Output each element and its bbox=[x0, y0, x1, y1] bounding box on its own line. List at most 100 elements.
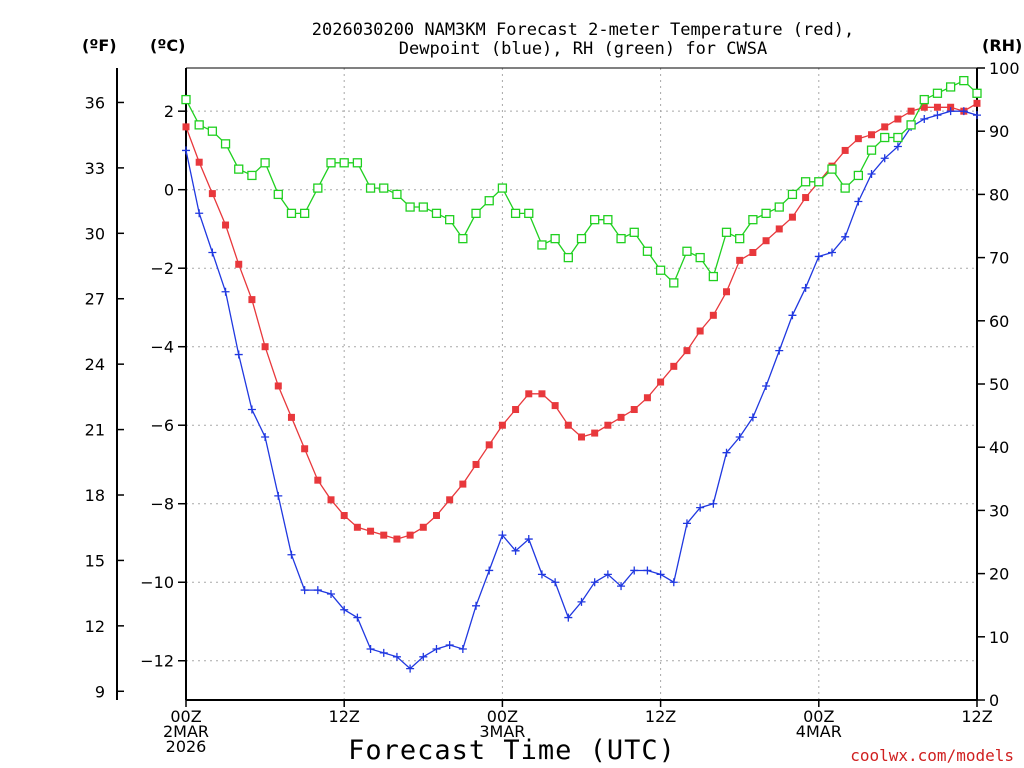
dewpoint-point bbox=[656, 570, 665, 579]
rh-unit-label: (RH) bbox=[982, 36, 1022, 55]
rh-point bbox=[431, 208, 442, 219]
dewpoint-point bbox=[682, 519, 691, 528]
celsius-tick-label: −2 bbox=[150, 259, 174, 278]
dewpoint-point bbox=[208, 248, 217, 257]
dewpoint-point bbox=[748, 413, 757, 422]
fahrenheit-tick-label: 33 bbox=[85, 159, 105, 178]
fahrenheit-unit-label: (ºF) bbox=[82, 36, 117, 55]
x-tick-label: 12Z bbox=[329, 707, 360, 726]
temperature-point bbox=[208, 190, 216, 198]
temperature-point bbox=[419, 523, 427, 531]
rh-tick-label: 20 bbox=[989, 565, 1009, 584]
temperature-point bbox=[933, 103, 941, 111]
dewpoint-point bbox=[933, 111, 942, 120]
rh-point bbox=[959, 75, 969, 86]
rh-point bbox=[893, 132, 903, 143]
dewpoint-point bbox=[827, 248, 836, 257]
rh-point bbox=[945, 82, 956, 92]
temperature-point bbox=[723, 288, 731, 296]
dewpoint-point bbox=[485, 566, 494, 575]
rh-point bbox=[484, 196, 494, 206]
dewpoint-point bbox=[458, 644, 467, 653]
temperature-point bbox=[907, 107, 915, 115]
celsius-unit-label: (ºC) bbox=[150, 36, 185, 55]
rh-point bbox=[735, 233, 745, 244]
temperature-point bbox=[327, 496, 335, 504]
x-tick-label: 3MAR bbox=[479, 722, 525, 741]
dewpoint-point bbox=[419, 652, 428, 661]
rh-point bbox=[234, 164, 244, 174]
credit-text: coolwx.com/models bbox=[850, 746, 1014, 765]
dewpoint-point bbox=[920, 115, 929, 124]
dewpoint-point bbox=[880, 154, 889, 163]
dewpoint-point bbox=[577, 597, 586, 606]
temperature-point bbox=[683, 347, 691, 355]
rh-point bbox=[418, 202, 428, 212]
rh-point bbox=[603, 215, 613, 225]
dewpoint-point bbox=[722, 448, 731, 457]
temperature-point bbox=[485, 441, 493, 449]
x-tick-label: 12Z bbox=[961, 707, 992, 726]
fahrenheit-tick-label: 12 bbox=[85, 617, 105, 636]
x-tick-label: 00Z bbox=[803, 707, 834, 726]
rh-point bbox=[458, 233, 468, 244]
rh-tick-label: 70 bbox=[989, 249, 1009, 268]
celsius-tick-label: −6 bbox=[150, 416, 174, 435]
rh-point bbox=[774, 202, 784, 212]
temperature-point bbox=[432, 512, 440, 520]
series-line-2-meter-temperature bbox=[185, 102, 978, 540]
dewpoint-point bbox=[182, 146, 190, 155]
rh-point bbox=[695, 252, 705, 263]
dewpoint-point bbox=[327, 590, 336, 599]
rh-point bbox=[787, 189, 798, 200]
rh-point bbox=[220, 139, 231, 149]
fahrenheit-tick-label: 15 bbox=[85, 551, 105, 570]
fahrenheit-tick-label: 27 bbox=[85, 290, 105, 309]
dewpoint-point bbox=[445, 641, 454, 650]
celsius-tick-label: 2 bbox=[164, 102, 174, 121]
rh-point bbox=[352, 158, 363, 168]
dewpoint-point bbox=[801, 283, 810, 292]
rh-point bbox=[853, 170, 863, 181]
rh-point bbox=[445, 215, 455, 225]
temperature-point bbox=[525, 390, 533, 398]
temperature-point bbox=[709, 311, 717, 319]
temperature-point bbox=[512, 406, 520, 414]
temperature-point bbox=[353, 523, 361, 531]
rh-tick-label: 30 bbox=[989, 501, 1009, 520]
temperature-point bbox=[657, 378, 665, 386]
dewpoint-point bbox=[590, 578, 599, 587]
rh-point bbox=[932, 88, 943, 98]
temperature-point bbox=[591, 429, 599, 437]
fahrenheit-tick-label: 21 bbox=[85, 421, 105, 440]
temperature-point bbox=[235, 260, 243, 268]
temperature-point bbox=[261, 343, 269, 351]
dewpoint-point bbox=[261, 432, 270, 441]
temperature-point bbox=[868, 131, 876, 139]
rh-tick-label: 100 bbox=[989, 59, 1020, 78]
rh-tick-label: 80 bbox=[989, 185, 1009, 204]
temperature-point bbox=[564, 421, 572, 429]
rh-point bbox=[537, 240, 547, 250]
rh-point bbox=[471, 208, 481, 219]
temperature-point bbox=[749, 248, 757, 256]
rh-point bbox=[339, 158, 349, 168]
dewpoint-point bbox=[392, 652, 401, 661]
dewpoint-point bbox=[300, 586, 309, 595]
x-tick-label: 00Z bbox=[487, 707, 518, 726]
dewpoint-point bbox=[524, 535, 533, 544]
rh-point bbox=[761, 208, 771, 219]
temperature-point bbox=[617, 413, 625, 421]
x-tick-label: 4MAR bbox=[796, 722, 842, 741]
dewpoint-point bbox=[696, 503, 705, 512]
rh-point bbox=[392, 189, 402, 200]
fahrenheit-tick-label: 9 bbox=[95, 682, 105, 701]
rh-point bbox=[800, 177, 811, 187]
rh-point bbox=[299, 208, 310, 219]
fahrenheit-tick-label: 24 bbox=[85, 355, 105, 374]
dewpoint-point bbox=[379, 648, 388, 657]
celsius-tick-label: 0 bbox=[164, 181, 174, 200]
chart-title-line1: 2026030200 NAM3KM Forecast 2-meter Tempe… bbox=[312, 20, 854, 40]
temperature-point bbox=[775, 225, 783, 233]
dewpoint-point bbox=[775, 346, 784, 355]
